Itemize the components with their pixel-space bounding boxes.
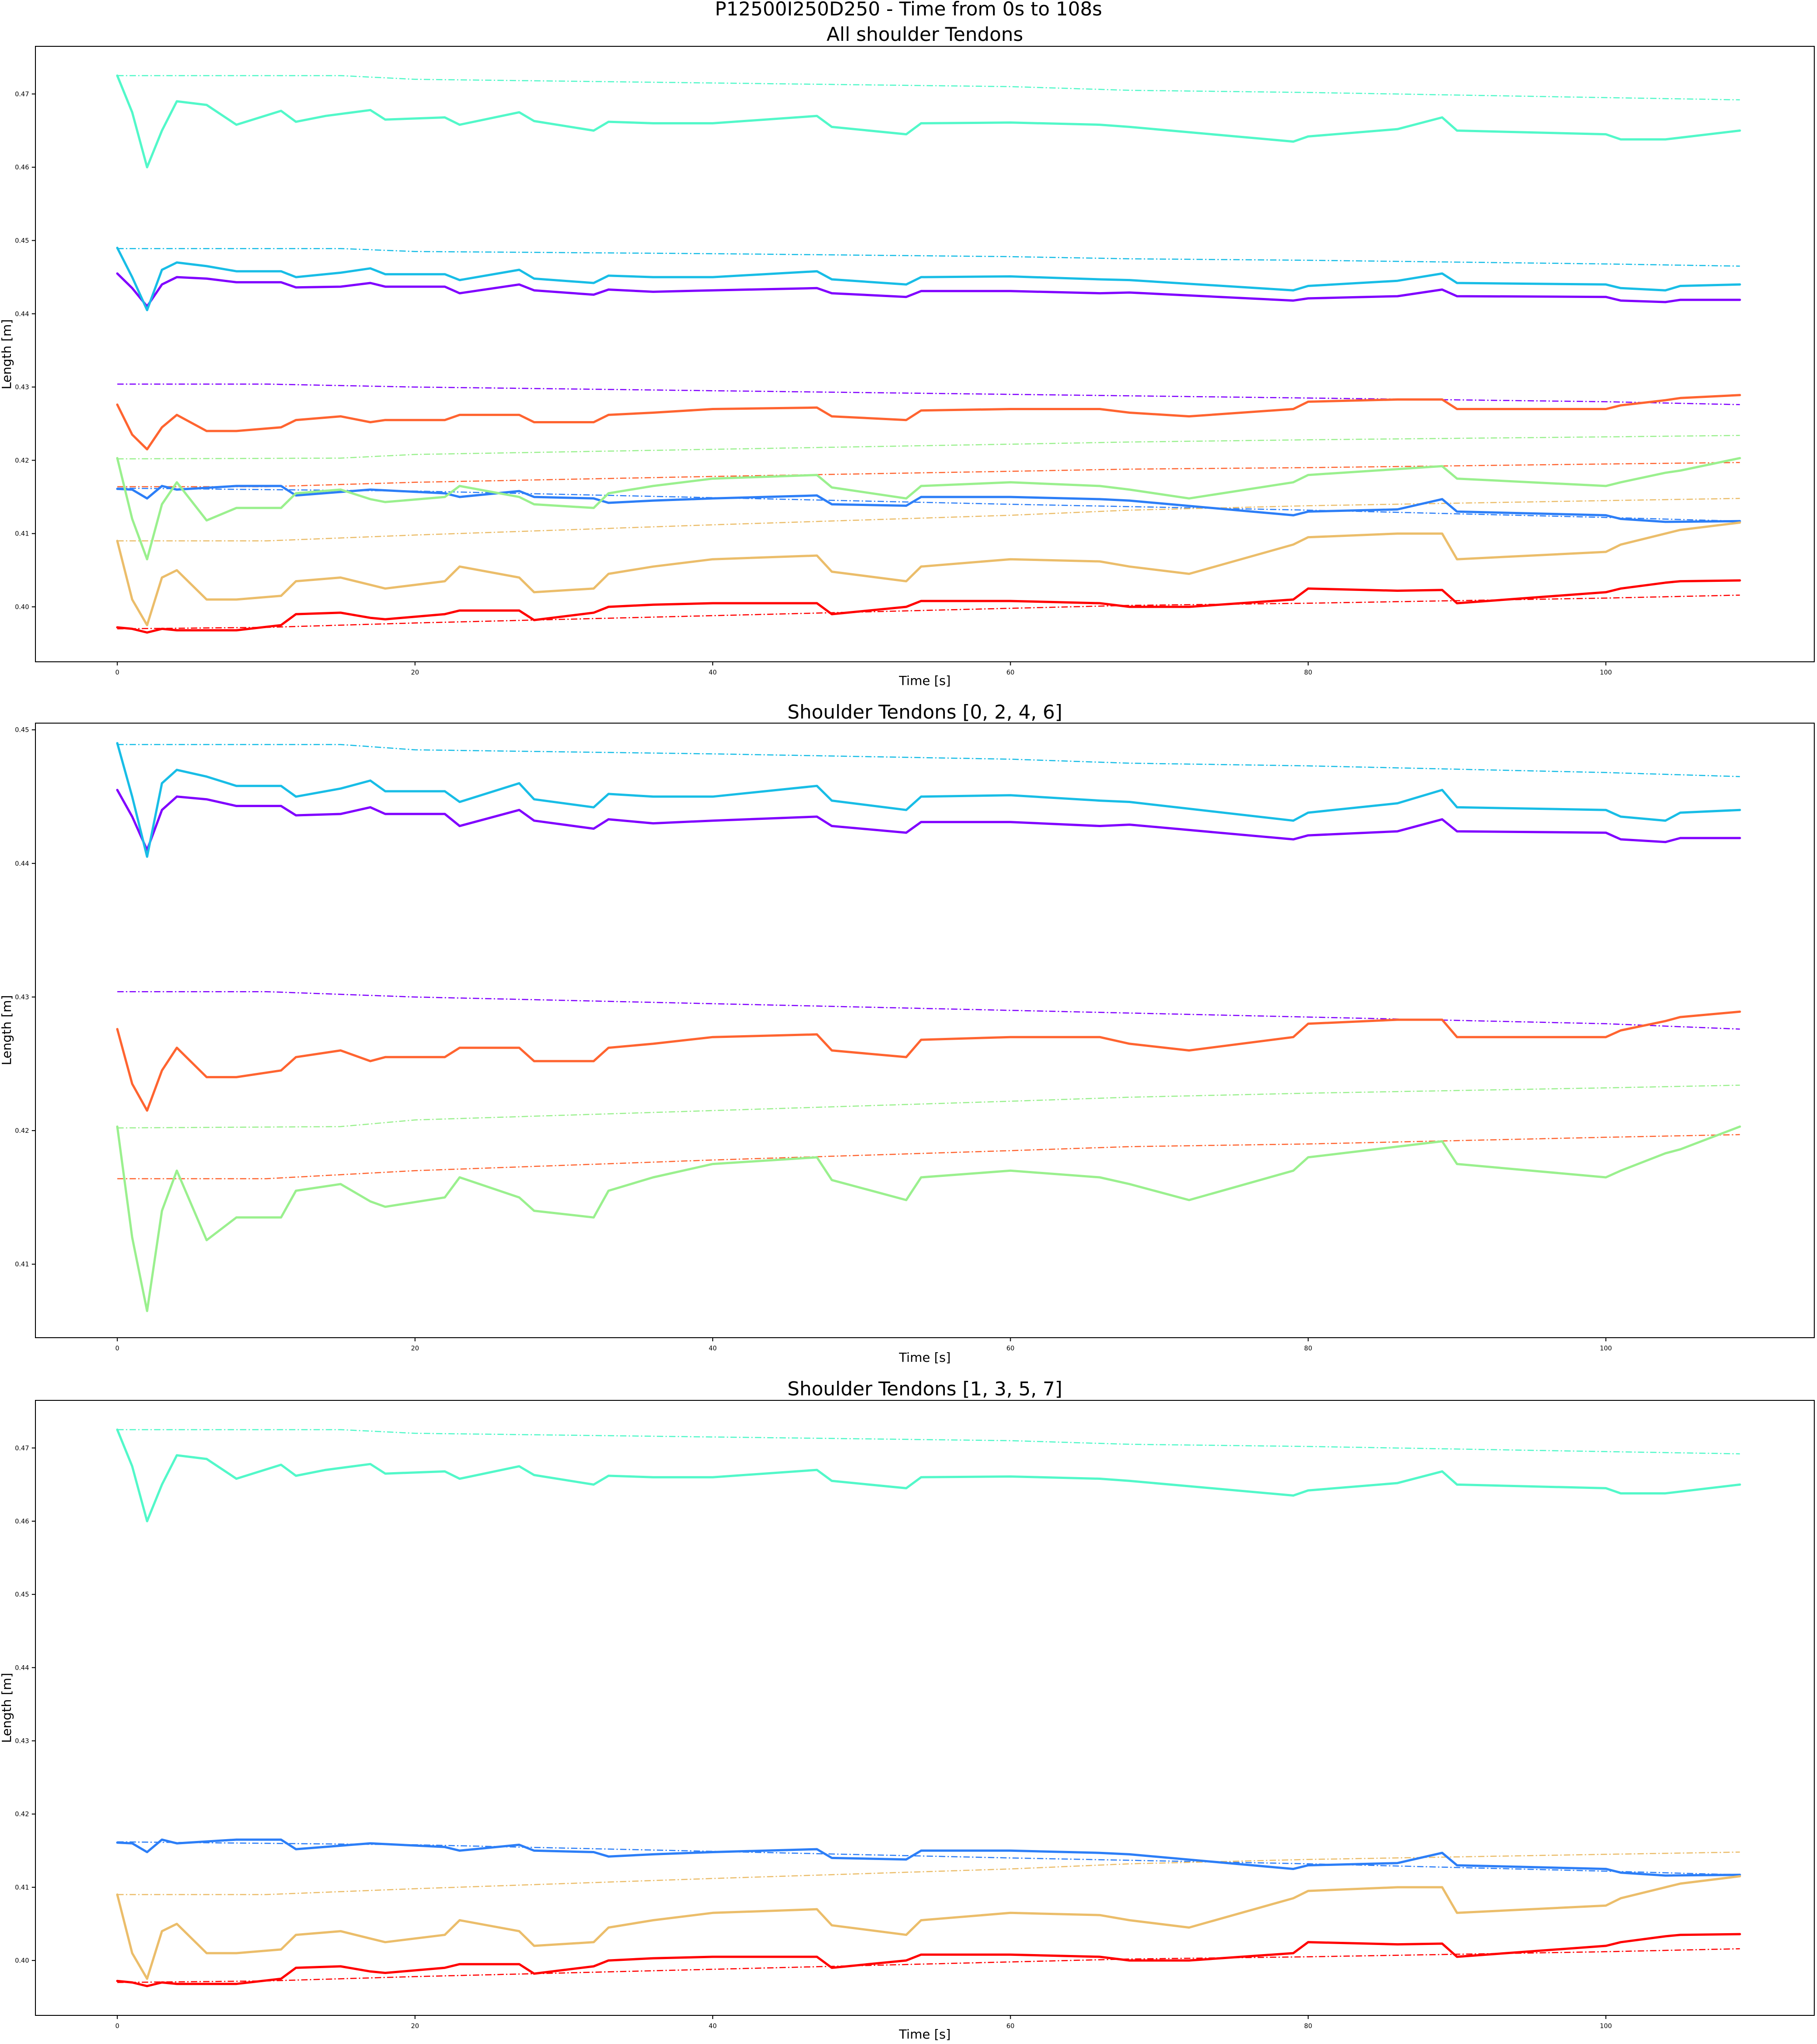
y-tick-label: 0.43 xyxy=(15,994,29,1001)
x-tick-label: 40 xyxy=(709,2023,717,2030)
target-line-tendon-3 xyxy=(117,1429,1740,1454)
y-tick-label: 0.40 xyxy=(15,604,29,611)
y-tick-layer: 0.41 0.42 0.43 0.44 0.45 xyxy=(15,727,35,1268)
y-axis-label: Length [m] xyxy=(0,995,14,1066)
actual-line-tendon-3 xyxy=(116,74,1741,169)
chart-panel-odd-tendons: Shoulder Tendons [1, 3, 5, 7] 0 20 40 60 80 1… xyxy=(0,1378,1815,2042)
y-tick-label: 0.44 xyxy=(15,860,29,868)
y-tick-label: 0.41 xyxy=(15,1261,29,1268)
x-tick-label: 0 xyxy=(115,669,119,676)
y-tick-label: 0.47 xyxy=(15,1445,29,1452)
y-tick-label: 0.45 xyxy=(15,1591,29,1598)
x-tick-label: 100 xyxy=(1600,2023,1612,2030)
x-tick-layer: 0 20 40 60 80 100 xyxy=(115,662,1612,676)
target-line-tendon-4 xyxy=(117,435,1740,460)
x-tick-label: 0 xyxy=(115,2023,119,2030)
actual-line-tendon-1 xyxy=(116,1838,1741,1877)
y-tick-layer: 0.40 0.41 0.42 0.43 0.44 0.45 0.46 0.47 xyxy=(15,91,35,611)
actual-line-tendon-7 xyxy=(116,1933,1741,1987)
x-axis-label: Time [s] xyxy=(899,673,951,688)
y-tick-label: 0.40 xyxy=(15,1957,29,1965)
y-tick-label: 0.42 xyxy=(15,457,29,464)
figure-suptitle: P12500I250D250 - Time from 0s to 108s xyxy=(715,0,1102,20)
x-tick-label: 40 xyxy=(709,669,717,676)
target-line-tendon-6 xyxy=(117,461,1740,487)
y-tick-label: 0.44 xyxy=(15,311,29,318)
y-tick-label: 0.46 xyxy=(15,164,29,171)
y-tick-layer: 0.40 0.41 0.42 0.43 0.44 0.45 0.46 0.47 xyxy=(15,1445,35,1965)
y-tick-label: 0.43 xyxy=(15,384,29,391)
plot-frame xyxy=(35,723,1815,1338)
x-tick-label: 60 xyxy=(1007,2023,1015,2030)
target-line-tendon-2 xyxy=(117,744,1740,777)
y-tick-label: 0.45 xyxy=(15,727,29,734)
target-line-tendon-0 xyxy=(117,383,1740,406)
actual-line-tendon-4 xyxy=(116,1125,1741,1312)
y-axis-label: Length [m] xyxy=(0,1673,14,1743)
y-tick-label: 0.45 xyxy=(15,237,29,244)
x-tick-label: 60 xyxy=(1007,669,1015,676)
x-tick-label: 0 xyxy=(115,1345,119,1352)
x-tick-layer: 0 20 40 60 80 100 xyxy=(115,2015,1612,2030)
target-line-tendon-6 xyxy=(117,1134,1740,1180)
x-tick-label: 80 xyxy=(1304,2023,1312,2030)
actual-line-tendon-6 xyxy=(116,394,1741,451)
x-tick-label: 80 xyxy=(1304,1345,1312,1352)
target-line-tendon-4 xyxy=(117,1084,1740,1129)
x-tick-label: 40 xyxy=(709,1345,717,1352)
y-tick-label: 0.44 xyxy=(15,1664,29,1672)
series-layer xyxy=(116,742,1741,1312)
x-axis-label: Time [s] xyxy=(899,2027,951,2042)
x-tick-label: 100 xyxy=(1600,1345,1612,1352)
y-tick-label: 0.43 xyxy=(15,1738,29,1745)
x-tick-layer: 0 20 40 60 80 100 xyxy=(115,1338,1612,1352)
actual-line-tendon-5 xyxy=(116,1875,1741,1980)
actual-line-tendon-5 xyxy=(116,521,1741,626)
y-tick-label: 0.42 xyxy=(15,1811,29,1818)
x-tick-label: 20 xyxy=(411,1345,419,1352)
actual-line-tendon-0 xyxy=(116,272,1741,308)
x-axis-label: Time [s] xyxy=(899,1350,951,1365)
chart-panel-even-tendons: Shoulder Tendons [0, 2, 4, 6] 0 20 40 60 80 1… xyxy=(0,701,1815,1365)
x-tick-label: 20 xyxy=(411,669,419,676)
plot-frame xyxy=(35,46,1815,662)
panel-title: Shoulder Tendons [0, 2, 4, 6] xyxy=(787,701,1062,723)
plot-frame xyxy=(35,1400,1815,2016)
actual-line-tendon-6 xyxy=(116,1010,1741,1112)
target-line-tendon-0 xyxy=(117,991,1740,1030)
x-tick-label: 100 xyxy=(1600,669,1612,676)
y-tick-label: 0.42 xyxy=(15,1127,29,1135)
actual-line-tendon-4 xyxy=(116,457,1741,561)
chart-panel-all-tendons: All shoulder Tendons 0 20 40 60 80 100 0.400.… xyxy=(0,23,1815,688)
panel-title: Shoulder Tendons [1, 3, 5, 7] xyxy=(787,1378,1062,1400)
target-line-tendon-2 xyxy=(117,248,1740,267)
target-line-tendon-3 xyxy=(117,75,1740,101)
target-line-tendon-5 xyxy=(117,498,1740,542)
y-axis-label: Length [m] xyxy=(0,319,14,390)
y-tick-label: 0.47 xyxy=(15,91,29,98)
x-tick-label: 80 xyxy=(1304,669,1312,676)
target-line-tendon-5 xyxy=(117,1851,1740,1895)
actual-line-tendon-0 xyxy=(116,789,1741,851)
actual-line-tendon-7 xyxy=(116,579,1741,634)
actual-line-tendon-2 xyxy=(116,742,1741,858)
actual-line-tendon-1 xyxy=(116,485,1741,523)
panel-title: All shoulder Tendons xyxy=(827,23,1023,45)
x-tick-label: 60 xyxy=(1007,1345,1015,1352)
series-layer xyxy=(116,74,1741,634)
series-layer xyxy=(116,1429,1741,1987)
y-tick-label: 0.41 xyxy=(15,531,29,538)
y-tick-label: 0.41 xyxy=(15,1884,29,1891)
actual-line-tendon-3 xyxy=(116,1429,1741,1523)
actual-line-tendon-2 xyxy=(116,247,1741,312)
x-tick-label: 20 xyxy=(411,2023,419,2030)
y-tick-label: 0.46 xyxy=(15,1518,29,1525)
